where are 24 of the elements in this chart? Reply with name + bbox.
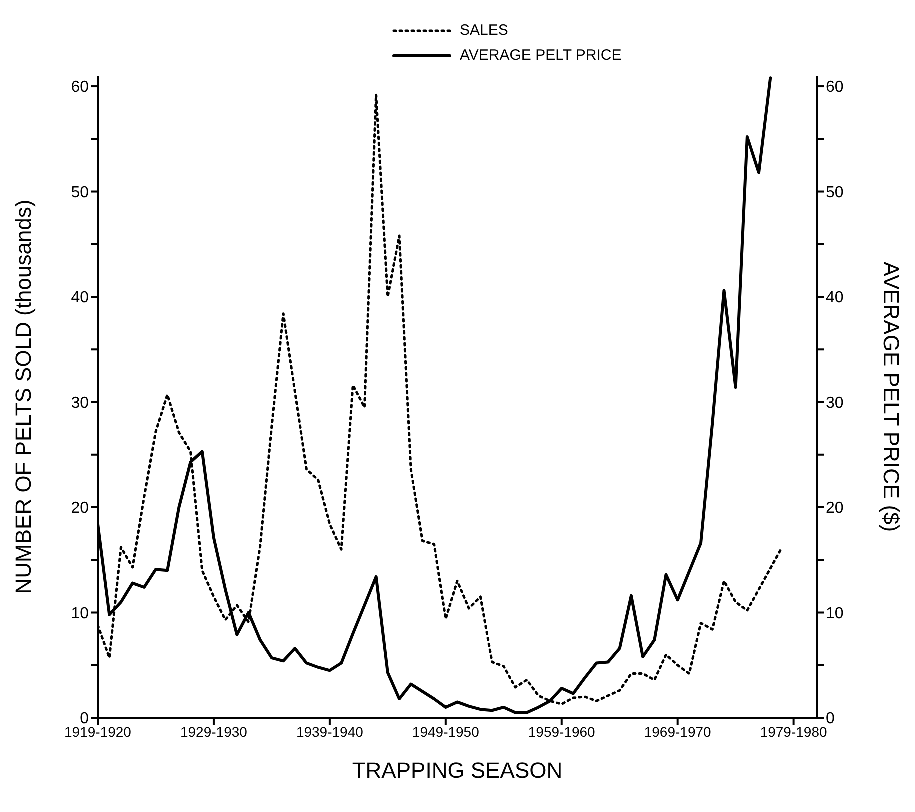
x-tick-label: 1949-1950 (412, 724, 480, 740)
x-tick-label: 1939-1940 (296, 724, 364, 740)
x-axis-title: TRAPPING SEASON (352, 758, 563, 783)
y2-tick-label: 60 (826, 79, 844, 96)
y-tick-label: 50 (71, 184, 90, 202)
y-axis-title: NUMBER OF PELTS SOLD (thousands) (10, 200, 36, 594)
y-tick-label: 30 (71, 394, 90, 412)
y-tick-label: 60 (71, 79, 90, 96)
x-tick-label: 1969-1970 (644, 724, 712, 740)
y2-tick-label: 20 (826, 500, 844, 518)
y2-tick-label: 10 (826, 605, 844, 622)
y2-tick-label: 30 (826, 394, 844, 412)
legend-label: SALES (460, 22, 508, 39)
y2-axis-title: AVERAGE PELT PRICE ($) (879, 262, 904, 532)
y-tick-label: 10 (71, 605, 90, 622)
x-tick-label: 1959-1960 (528, 724, 596, 740)
y2-tick-label: 0 (826, 710, 835, 728)
legend-label: AVERAGE PELT PRICE (460, 47, 622, 64)
x-tick-label: 1929-1930 (180, 724, 248, 740)
y-tick-label: 20 (71, 500, 90, 518)
x-tick-label: 1979-1980 (760, 724, 828, 740)
y2-tick-label: 50 (826, 184, 844, 202)
y-tick-label: 40 (71, 290, 90, 307)
y2-tick-label: 40 (826, 290, 844, 307)
